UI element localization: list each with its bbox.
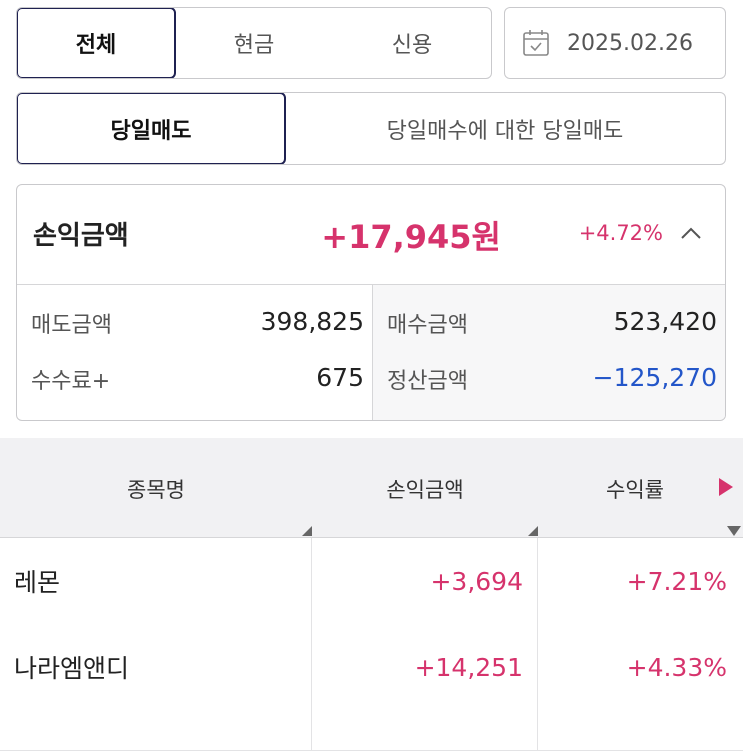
- fee-value: 675: [316, 363, 364, 392]
- sell-amount-value: 398,825: [260, 307, 364, 336]
- settlement-label: 정산금액: [387, 369, 468, 394]
- tab-cash[interactable]: 현금: [233, 33, 275, 58]
- pl-rate: +4.72%: [578, 221, 663, 245]
- row-stock-name: 나라엠앤디: [0, 624, 312, 710]
- tab-same-day-buy-sell[interactable]: 당일매수에 대한 당일매도: [386, 118, 624, 144]
- header-stock-name[interactable]: 종목명: [127, 478, 185, 502]
- buy-amount-value: 523,420: [613, 307, 717, 336]
- row-return-rate: +7.21%: [626, 566, 727, 596]
- profit-summary-card: 손익금액 +17,945원 +4.72% 매도금액 398,825 수수료+ 6…: [16, 184, 726, 421]
- trade-type-tabs: 당일매도 당일매수에 대한 당일매도: [16, 92, 726, 165]
- pl-amount: +17,945원: [321, 218, 501, 256]
- row-pl-amount: +3,694: [312, 538, 538, 624]
- header-pl-amount[interactable]: 손익금액: [386, 478, 464, 502]
- sort-corner-icon[interactable]: [528, 526, 538, 536]
- summary-right-column: 매수금액 523,420 정산금액 −125,270: [373, 285, 725, 420]
- header-return-rate[interactable]: 수익률: [606, 478, 664, 502]
- scroll-right-icon[interactable]: [719, 478, 733, 496]
- summary-left-column: 매도금액 398,825 수수료+ 675: [17, 285, 372, 420]
- row-return-rate: [538, 710, 743, 750]
- tab-credit[interactable]: 신용: [391, 33, 433, 58]
- summary-details: 매도금액 398,825 수수료+ 675 매수금액 523,420 정산금액 …: [17, 285, 725, 420]
- summary-header[interactable]: 손익금액 +17,945원 +4.72%: [17, 185, 725, 285]
- date-picker[interactable]: 2025.02.26: [504, 7, 726, 79]
- column-divider: [372, 285, 373, 420]
- fee-label: 수수료+: [31, 369, 111, 394]
- row-stock-name: [0, 710, 312, 750]
- row-stock-name: 레몬: [0, 538, 312, 624]
- sort-corner-icon[interactable]: [302, 526, 312, 536]
- calendar-icon: [523, 30, 549, 56]
- row-return-rate: +4.33%: [626, 652, 727, 682]
- row-pl-amount: +14,251: [312, 624, 538, 710]
- sell-amount-label: 매도금액: [31, 313, 112, 338]
- date-value: 2025.02.26: [567, 30, 693, 56]
- tab-same-day-sell[interactable]: 당일매도: [17, 93, 286, 164]
- buy-amount-label: 매수금액: [387, 313, 468, 338]
- pl-label: 손익금액: [33, 221, 129, 251]
- row-pl-amount: [312, 710, 538, 750]
- chevron-up-icon[interactable]: [677, 221, 705, 245]
- sort-down-icon[interactable]: [727, 526, 741, 536]
- tab-all[interactable]: 전체: [17, 8, 176, 78]
- table-row[interactable]: 나라엠앤디 +14,251 +4.33%: [0, 624, 743, 711]
- settlement-value: −125,270: [592, 363, 717, 392]
- table-header: 종목명 손익금액 수익률: [0, 438, 743, 538]
- table-row[interactable]: 레몬 +3,694 +7.21%: [0, 538, 743, 625]
- account-type-tabs: 전체 현금 신용: [16, 7, 492, 79]
